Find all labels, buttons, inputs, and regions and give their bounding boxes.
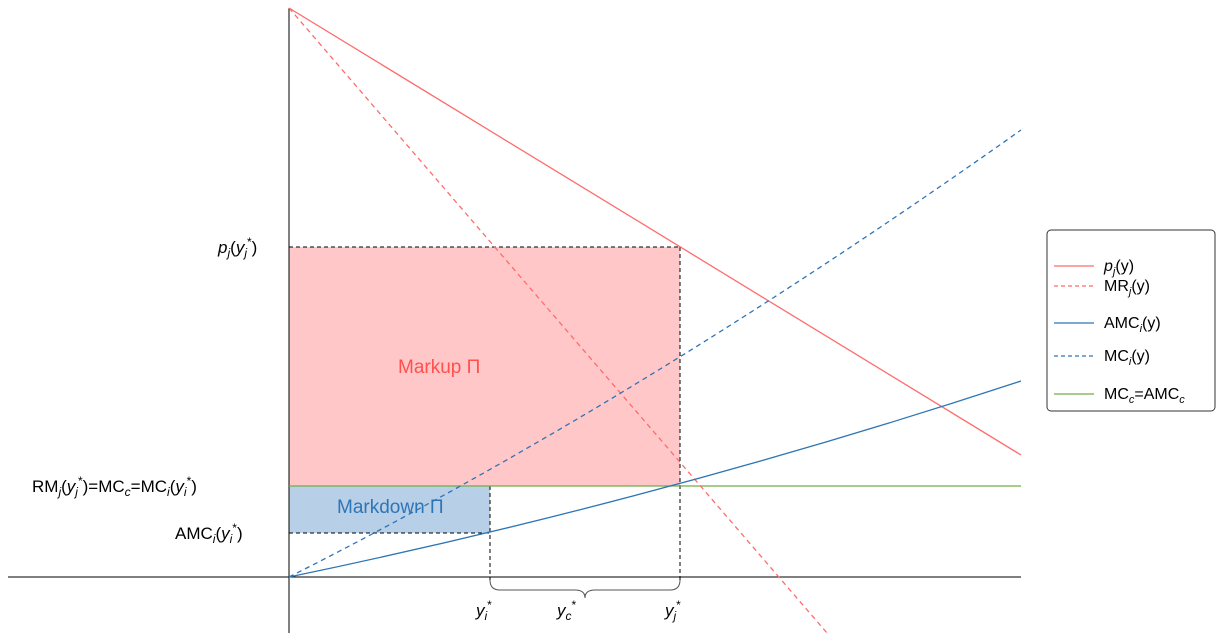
legend: pj(y) MRj(y) AMCi(y) MCi(y) MCc=AMCc	[1046, 229, 1216, 412]
svg-text:MRj(y): MRj(y)	[1104, 278, 1150, 298]
markup-area	[289, 247, 680, 486]
legend-item-pj: pj(y)	[1054, 258, 1134, 278]
y-label-pj: pj(yj*)	[217, 235, 257, 260]
legend-item-amci: AMCi(y)	[1054, 315, 1161, 335]
svg-text:MCc=AMCc: MCc=AMCc	[1104, 386, 1185, 406]
markup-label: Markup Π	[398, 357, 480, 378]
markdown-label: Markdown Π	[337, 497, 444, 518]
svg-text:MCi(y): MCi(y)	[1104, 348, 1150, 368]
y-label-amc: AMCi(yi*)	[175, 521, 243, 546]
y-label-rm: RMj(yj*)=MCc=MCi(yi*)	[32, 474, 197, 499]
markdown-area	[289, 486, 490, 533]
svg-text:AMCi(y): AMCi(y)	[1104, 315, 1161, 335]
x-label-yi: yi*	[475, 598, 492, 623]
legend-item-mcc: MCc=AMCc	[1054, 386, 1185, 406]
amci-curve	[288, 380, 1022, 578]
x-label-yj: yj*	[664, 598, 681, 623]
mrj-line	[288, 7, 828, 634]
legend-item-mrj: MRj(y)	[1054, 278, 1150, 298]
legend-item-mci: MCi(y)	[1054, 348, 1150, 368]
yc-brace	[489, 579, 681, 599]
svg-text:pj(y): pj(y)	[1103, 258, 1134, 278]
pj-demand-line	[288, 7, 1022, 456]
x-label-yc: yc*	[556, 598, 577, 623]
